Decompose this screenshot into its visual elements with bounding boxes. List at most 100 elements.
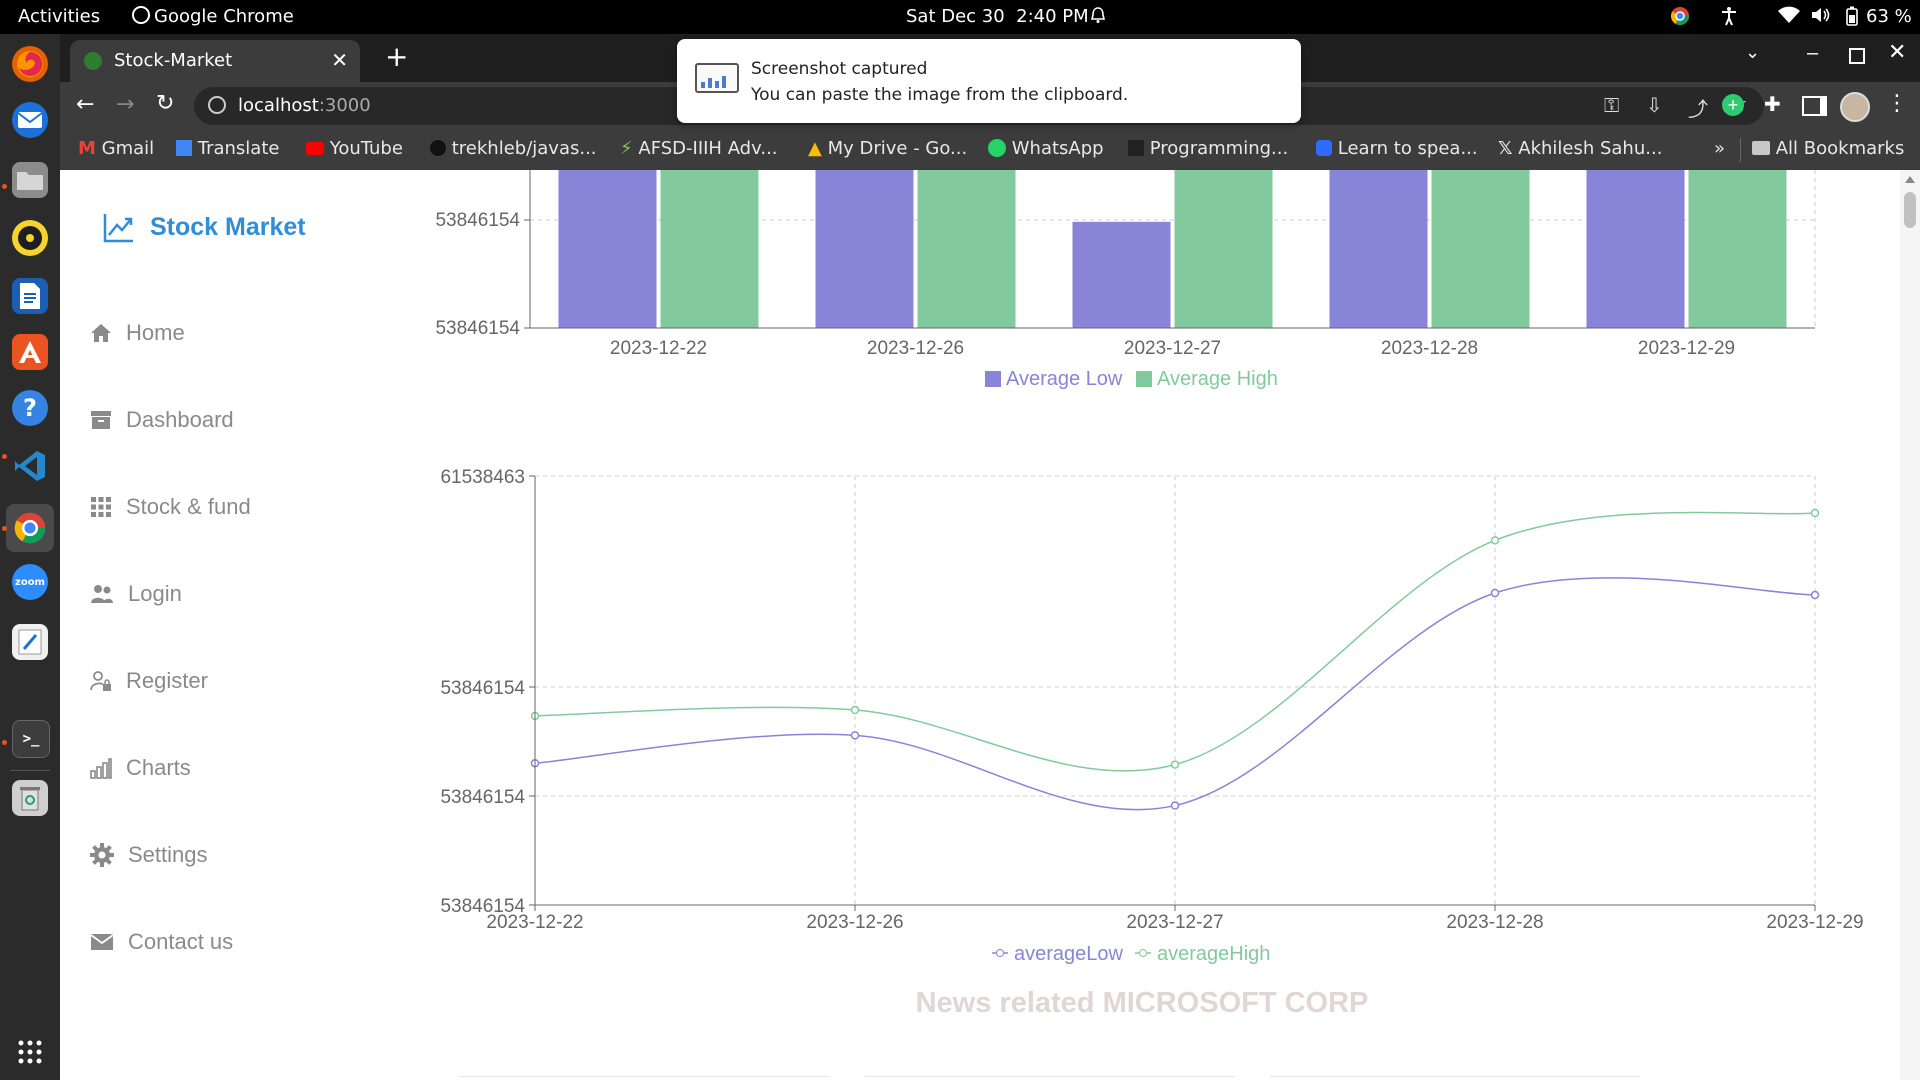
files-icon[interactable] [12, 162, 48, 198]
bookmark-programming[interactable]: Programming... [1128, 138, 1288, 159]
envelope-icon [90, 934, 114, 950]
sidebar-item-charts[interactable]: Charts [90, 755, 191, 781]
tab-stock-market[interactable]: Stock-Market ✕ [70, 40, 360, 82]
bookmark-separator [1740, 138, 1741, 162]
programming-icon [1128, 140, 1144, 156]
scrollbar-thumb[interactable] [1904, 192, 1916, 228]
reload-icon[interactable]: ↻ [156, 91, 175, 116]
more-bookmarks-icon[interactable]: » [1714, 138, 1726, 159]
side-panel-icon[interactable] [1802, 96, 1827, 116]
restore-icon[interactable] [1849, 48, 1865, 64]
chrome-menu-icon[interactable]: ⋮ [1886, 90, 1908, 115]
legend-dot-average-high [1139, 949, 1147, 957]
tab-close-icon[interactable]: ✕ [331, 48, 348, 72]
page-scrollbar[interactable] [1900, 170, 1920, 1080]
bookmark-label: My Drive - Go... [827, 138, 968, 159]
clock[interactable]: Sat Dec 30 2:40 PM [906, 6, 1089, 27]
bookmark-github[interactable]: trekhleb/javas... [430, 138, 597, 159]
bar-average-high-2023-12-26 [917, 170, 1016, 328]
bookmark-label: Akhilesh Sahu... [1518, 138, 1663, 159]
github-icon [430, 140, 446, 156]
activities-button[interactable]: Activities [18, 6, 101, 27]
minimize-icon[interactable]: – [1807, 42, 1819, 64]
rhythmbox-icon[interactable] [12, 220, 48, 256]
profile-avatar[interactable] [1840, 92, 1870, 122]
bookmark-gmail[interactable]: M Gmail [78, 138, 154, 159]
bookmark-drive[interactable]: ▲ My Drive - Go... [808, 138, 967, 159]
bookmark-label: WhatsApp [1011, 138, 1104, 159]
news-card[interactable] [460, 1076, 830, 1080]
sidebar-item-login[interactable]: Login [90, 581, 182, 607]
app-center-icon[interactable] [12, 334, 48, 370]
forward-icon[interactable]: → [116, 92, 135, 117]
screenshot-notification[interactable]: Screenshot captured You can paste the im… [677, 39, 1301, 123]
install-app-icon[interactable]: ⇩ [1646, 93, 1663, 117]
thunderbird-icon[interactable] [12, 102, 48, 138]
sidebar-item-contact[interactable]: Contact us [90, 929, 233, 955]
show-apps-icon[interactable] [12, 1034, 48, 1070]
help-icon[interactable]: ? [12, 390, 48, 426]
writer-icon[interactable] [12, 278, 48, 314]
accessibility-icon[interactable] [1720, 6, 1738, 31]
sidebar-item-register[interactable]: Register [90, 668, 208, 694]
wifi-icon[interactable] [1778, 6, 1800, 29]
chrome-tray-icon[interactable] [1670, 6, 1690, 31]
bookmark-youtube[interactable]: YouTube [306, 138, 403, 159]
share-icon[interactable]: ⤴ [1688, 97, 1708, 121]
bar-chart-icon [90, 758, 112, 779]
trash-icon[interactable] [12, 780, 48, 816]
vscode-icon[interactable] [12, 448, 48, 484]
bar-average-low-2023-12-27 [1072, 221, 1171, 328]
bookmark-x[interactable]: 𝕏 Akhilesh Sahu... [1498, 138, 1662, 159]
x-tick-label: 2023-12-28 [1446, 912, 1543, 933]
bar-average-low-2023-12-22 [558, 170, 657, 328]
terminal-icon[interactable]: >_ [12, 720, 50, 758]
zoom-icon[interactable]: zoom [12, 564, 48, 600]
news-card[interactable] [865, 1076, 1235, 1080]
bookmark-learn[interactable]: Learn to spea... [1316, 138, 1478, 159]
bookmarks-bar: M Gmail Translate YouTube trekhleb/javas… [60, 130, 1920, 170]
point-averageHigh-2023-12-26 [850, 705, 860, 715]
all-bookmarks-folder[interactable]: All Bookmarks [1752, 138, 1904, 159]
tab-search-icon[interactable]: ⌄ [1745, 42, 1761, 63]
charts-area: 53846154 53846154 2023-12-22 2023-12-26 20… [435, 170, 1864, 1019]
bookmark-label: trekhleb/javas... [451, 138, 597, 159]
close-window-icon[interactable]: ✕ [1888, 40, 1907, 65]
site-info-icon[interactable] [208, 96, 226, 114]
bar-average-high-2023-12-29 [1688, 170, 1787, 328]
sidebar-item-settings[interactable]: Settings [90, 842, 208, 868]
series-line-averageHigh [534, 511, 1816, 772]
new-tab-icon[interactable]: + [385, 40, 409, 73]
bar-chart: 53846154 53846154 2023-12-22 2023-12-26 20… [435, 170, 1816, 390]
x-tick-label: 2023-12-22 [486, 912, 583, 933]
app-menu[interactable]: Google Chrome [132, 6, 294, 27]
scroll-up-icon[interactable] [1905, 176, 1915, 183]
legend-averagehigh: averageHigh [1157, 943, 1270, 965]
back-icon[interactable]: ← [76, 92, 95, 117]
chrome-dock-icon[interactable] [6, 504, 54, 552]
firefox-icon[interactable] [12, 46, 48, 82]
point-averageLow-2023-12-28 [1490, 588, 1500, 598]
bookmark-translate[interactable]: Translate [176, 138, 279, 159]
bookmark-whatsapp[interactable]: WhatsApp [988, 138, 1104, 159]
gear-icon [90, 843, 114, 867]
brand[interactable]: Stock Market [102, 210, 306, 244]
news-card[interactable] [1270, 1076, 1640, 1080]
text-editor-icon[interactable] [12, 624, 48, 660]
translate-icon [176, 140, 192, 156]
x-tick-label: 2023-12-29 [1766, 912, 1863, 933]
sidebar-item-stock-fund[interactable]: Stock & fund [90, 494, 251, 520]
battery-icon[interactable] [1846, 6, 1858, 31]
extensions-puzzle-icon[interactable]: ✚ [1764, 94, 1781, 116]
dock-running-indicator [2, 454, 7, 459]
bookmark-afsd[interactable]: ⚡ AFSD-IIIH Adv... [620, 138, 778, 159]
url-port: :3000 [318, 95, 371, 116]
password-key-icon[interactable]: ⚿ [1604, 93, 1620, 117]
extension-plus-icon[interactable]: + [1722, 94, 1744, 116]
sidebar-item-home[interactable]: Home [90, 320, 185, 346]
system-top-bar: Activities Google Chrome Sat Dec 30 2:40… [0, 0, 1920, 34]
sidebar-item-dashboard[interactable]: Dashboard [90, 407, 234, 433]
archive-icon [91, 411, 111, 429]
point-averageLow-2023-12-27 [1170, 801, 1180, 810]
volume-icon[interactable] [1810, 6, 1832, 29]
